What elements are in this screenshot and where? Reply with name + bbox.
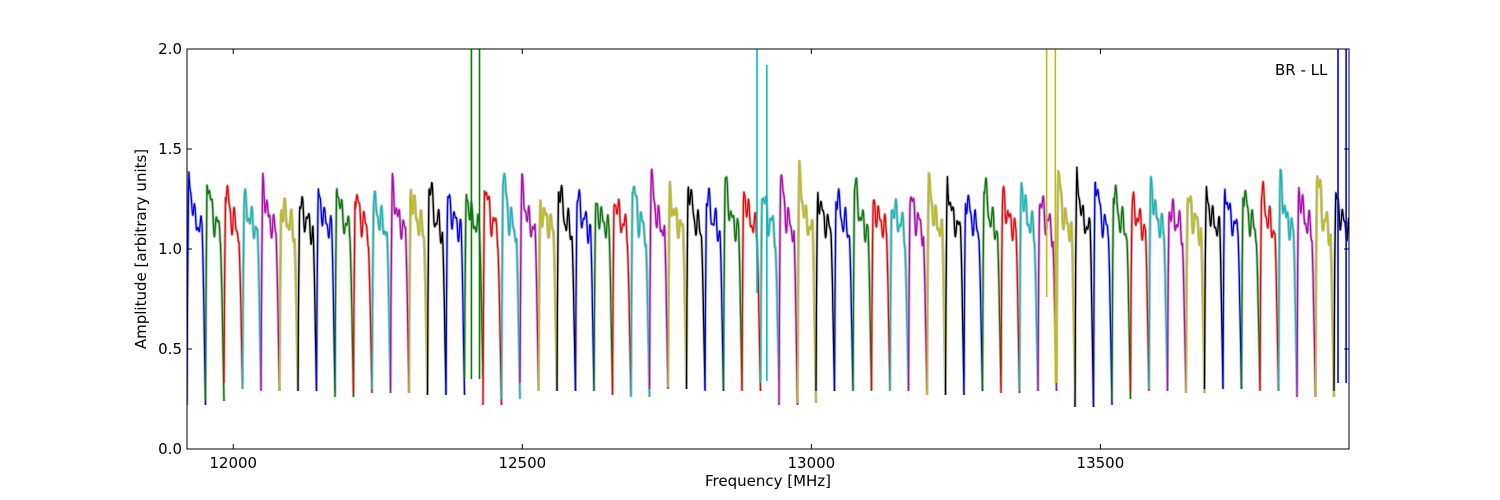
- y-tick-label-1: 0.5: [158, 340, 182, 358]
- channel-line-11: [389, 173, 410, 394]
- channel-line-44: [1000, 185, 1021, 394]
- channel-line-6: [297, 196, 318, 392]
- channel-line-7: [315, 188, 336, 392]
- channel-line-39: [907, 196, 928, 392]
- channel-line-34: [815, 191, 836, 392]
- x-tick-label-2: 13000: [787, 454, 835, 472]
- channel-line-45: [1018, 182, 1039, 392]
- y-axis-label: Amplitude [arbitrary units]: [132, 149, 150, 349]
- channel-line-29: [722, 176, 743, 390]
- channel-line-24: [630, 185, 651, 398]
- x-axis-label: Frequency [MHz]: [705, 472, 831, 490]
- y-tick-label-4: 2.0: [158, 40, 182, 58]
- channel-line-48: [1074, 166, 1095, 408]
- channel-line-21: [574, 189, 595, 392]
- x-tick-label-3: 13500: [1077, 454, 1125, 472]
- channel-line-32: [778, 174, 799, 406]
- annotation-label: BR - LL: [1275, 61, 1328, 79]
- channel-line-50: [1111, 184, 1132, 400]
- channel-line-20: [556, 184, 577, 392]
- spike-layer: [470, 49, 1347, 383]
- channel-line-56: [1222, 188, 1243, 390]
- plot-area: [187, 49, 1349, 449]
- channel-line-41: [944, 176, 965, 396]
- channel-line-38: [889, 198, 910, 392]
- channel-line-5: [278, 197, 299, 392]
- channel-line-19: [537, 199, 558, 392]
- channel-line-2: [223, 185, 244, 384]
- channel-line-22: [593, 202, 614, 392]
- channel-line-33: [796, 160, 817, 404]
- channel-line-28: [704, 187, 725, 392]
- channel-line-27: [685, 186, 706, 390]
- channel-line-0: [187, 171, 207, 406]
- channel-line-43: [981, 177, 1002, 390]
- channel-line-60: [1296, 187, 1317, 398]
- y-tick-label-0: 0.0: [158, 440, 182, 458]
- x-tick-label-1: 12500: [498, 454, 546, 472]
- channel-line-53: [1166, 198, 1187, 392]
- channel-line-26: [667, 181, 688, 388]
- channel-line-31: [759, 195, 780, 384]
- channel-line-36: [852, 177, 873, 392]
- channel-line-25: [648, 168, 669, 390]
- channel-line-8: [334, 188, 355, 398]
- channel-line-37: [870, 199, 891, 390]
- y-tick-label-2: 1.0: [158, 240, 182, 258]
- channel-line-3: [241, 188, 262, 390]
- channel-line-9: [352, 194, 373, 394]
- tick-layer: 12000 12500 13000 13500 0.0 0.5 1.0 1.5 2.0: [158, 40, 1349, 472]
- channel-series-layer: [187, 160, 1349, 408]
- channel-line-42: [963, 194, 984, 392]
- channel-line-47: [1055, 170, 1076, 384]
- channel-line-55: [1203, 185, 1224, 390]
- channel-line-14: [445, 194, 466, 396]
- channel-line-54: [1185, 195, 1206, 394]
- channel-line-18: [519, 173, 540, 384]
- channel-line-59: [1277, 169, 1298, 392]
- channel-line-23: [611, 198, 632, 396]
- channel-line-49: [1092, 181, 1113, 406]
- channel-line-10: [371, 190, 392, 390]
- channel-line-35: [833, 188, 854, 390]
- x-tick-label-0: 12000: [209, 454, 257, 472]
- channel-line-51: [1129, 191, 1150, 392]
- channel-line-4: [260, 172, 281, 392]
- channel-line-12: [408, 189, 429, 394]
- channel-line-58: [1259, 181, 1280, 392]
- channel-line-17: [500, 173, 521, 400]
- channel-line-62: [1333, 192, 1349, 392]
- channel-line-13: [426, 182, 447, 396]
- channel-line-40: [926, 172, 947, 396]
- channel-line-57: [1240, 189, 1261, 390]
- channel-line-1: [204, 184, 225, 402]
- channel-line-52: [1148, 176, 1169, 390]
- y-tick-label-3: 1.5: [158, 140, 182, 158]
- channel-line-61: [1314, 175, 1335, 398]
- channel-line-16: [482, 190, 503, 406]
